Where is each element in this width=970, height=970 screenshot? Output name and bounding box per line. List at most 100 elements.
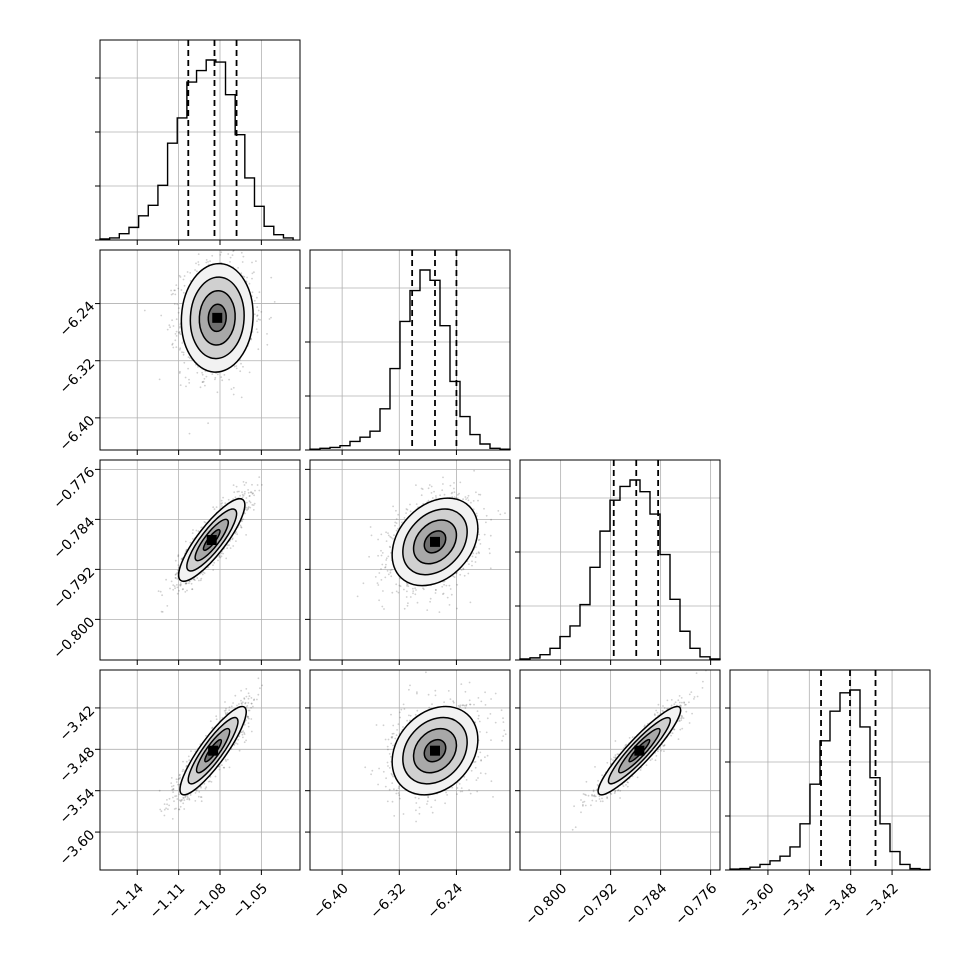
scatter-point bbox=[231, 254, 234, 256]
histogram-panel-1 bbox=[95, 39, 301, 245]
scatter-point bbox=[426, 609, 429, 611]
scatter-point bbox=[234, 496, 237, 499]
scatter-point bbox=[214, 775, 217, 778]
scatter-point bbox=[201, 381, 204, 383]
scatter-point bbox=[430, 492, 433, 494]
scatter-point bbox=[242, 481, 245, 483]
scatter-series bbox=[157, 476, 263, 613]
scatter-point bbox=[163, 808, 166, 811]
scatter-point bbox=[235, 367, 238, 370]
scatter-point bbox=[188, 798, 191, 801]
scatter-point bbox=[453, 491, 456, 494]
scatter-point bbox=[188, 382, 191, 384]
scatter-point bbox=[165, 578, 168, 581]
scatter-point bbox=[249, 501, 252, 504]
scatter-point bbox=[427, 499, 430, 502]
scatter-point bbox=[240, 396, 243, 399]
scatter-point bbox=[188, 580, 191, 583]
scatter-point bbox=[218, 556, 221, 558]
scatter-point bbox=[242, 736, 244, 739]
scatter-point bbox=[253, 271, 255, 274]
scatter-point bbox=[253, 313, 256, 316]
scatter-point bbox=[429, 600, 431, 603]
scatter-point bbox=[443, 580, 446, 583]
scatter-point bbox=[160, 810, 163, 813]
scatter-point bbox=[170, 580, 173, 583]
scatter-point bbox=[166, 328, 169, 331]
scatter-point bbox=[474, 561, 477, 563]
scatter-point bbox=[160, 314, 163, 317]
scatter-point bbox=[257, 309, 260, 312]
scatter-point bbox=[224, 502, 227, 504]
scatter-point bbox=[468, 563, 470, 565]
scatter-point bbox=[245, 506, 248, 509]
scatter-point bbox=[430, 485, 433, 488]
x-tick-label: −3.42 bbox=[860, 880, 902, 922]
scatter-point bbox=[244, 508, 247, 511]
scatter-point bbox=[229, 547, 232, 549]
scatter-point bbox=[183, 275, 186, 277]
scatter-point bbox=[241, 520, 244, 522]
scatter-point bbox=[199, 579, 202, 582]
scatter-point bbox=[191, 588, 194, 591]
scatter-point bbox=[229, 256, 232, 259]
scatter-point bbox=[247, 717, 249, 719]
scatter-point bbox=[478, 533, 480, 536]
x-tick-label: −3.48 bbox=[819, 880, 861, 922]
scatter-point bbox=[472, 500, 475, 502]
scatter-point bbox=[202, 571, 205, 573]
scatter-point bbox=[474, 546, 477, 548]
scatter-point bbox=[252, 504, 255, 506]
scatter-point bbox=[504, 512, 506, 515]
scatter-panel-1-4: −1.14 −1.11 −1.08 −1.05−3.60−3.54−3.48−3.42 bbox=[57, 669, 301, 922]
scatter-point bbox=[378, 599, 380, 602]
scatter-point bbox=[266, 343, 269, 346]
scatter-point bbox=[266, 333, 268, 335]
scatter-point bbox=[243, 484, 246, 486]
scatter-point bbox=[182, 353, 185, 356]
scatter-point bbox=[409, 503, 411, 506]
scatter-point bbox=[442, 476, 444, 479]
scatter-point bbox=[174, 574, 177, 576]
scatter-point bbox=[467, 572, 470, 575]
scatter-point bbox=[248, 282, 251, 285]
scatter-point bbox=[254, 489, 256, 492]
scatter-point bbox=[200, 526, 203, 529]
scatter-point bbox=[385, 559, 388, 561]
panel-frame bbox=[519, 459, 721, 661]
scatter-point bbox=[177, 331, 180, 334]
scatter-point bbox=[483, 533, 486, 536]
scatter-point bbox=[194, 792, 197, 794]
scatter-point bbox=[175, 284, 178, 286]
scatter-point bbox=[174, 577, 177, 579]
scatter-point bbox=[194, 269, 197, 271]
scatter-point bbox=[257, 348, 260, 351]
scatter-point bbox=[256, 296, 258, 299]
scatter-point bbox=[232, 386, 235, 389]
scatter-point bbox=[175, 330, 178, 333]
scatter-point bbox=[194, 579, 196, 581]
scatter-point bbox=[239, 494, 242, 497]
scatter-point bbox=[183, 361, 186, 364]
scatter-point bbox=[394, 521, 397, 524]
panel-frame bbox=[729, 669, 931, 871]
scatter-point bbox=[177, 555, 180, 558]
scatter-point bbox=[184, 582, 187, 584]
scatter-point bbox=[176, 586, 179, 589]
scatter-point bbox=[220, 499, 223, 502]
scatter-point bbox=[221, 379, 224, 382]
scatter-point bbox=[228, 706, 231, 709]
scatter-point bbox=[179, 384, 182, 386]
scatter-point bbox=[174, 333, 177, 335]
scatter-point bbox=[399, 585, 402, 588]
scatter-series bbox=[356, 469, 506, 613]
scatter-point bbox=[203, 377, 206, 380]
scatter-point bbox=[186, 798, 189, 801]
scatter-point bbox=[188, 378, 190, 381]
scatter-point bbox=[175, 807, 177, 810]
scatter-point bbox=[389, 535, 392, 538]
scatter-point bbox=[176, 578, 179, 580]
scatter-point bbox=[236, 246, 238, 248]
scatter-point bbox=[171, 319, 174, 322]
y-tick-label: −0.800 bbox=[50, 614, 98, 662]
